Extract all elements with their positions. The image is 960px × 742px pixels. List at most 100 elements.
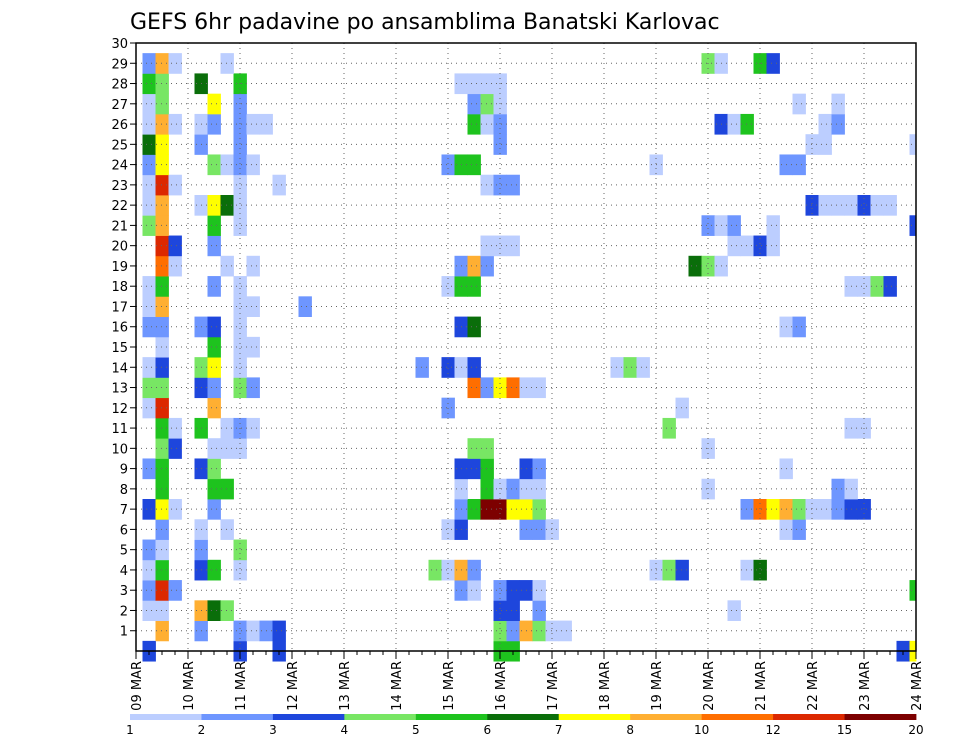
heatmap-cell bbox=[168, 499, 182, 520]
heatmap-cell bbox=[766, 235, 780, 257]
heatmap-cell bbox=[207, 316, 221, 338]
heatmap-cell bbox=[857, 276, 871, 297]
y-tick-label: 12 bbox=[111, 402, 128, 417]
heatmap-cell bbox=[207, 438, 221, 459]
y-tick-label: 17 bbox=[111, 300, 128, 315]
heatmap-cell bbox=[207, 397, 221, 419]
heatmap-cell bbox=[727, 113, 741, 135]
heatmap-cell bbox=[818, 134, 832, 155]
heatmap-cell bbox=[233, 113, 247, 135]
x-tick-label: 23 MAR bbox=[858, 661, 873, 711]
heatmap-cell bbox=[753, 235, 767, 257]
heatmap-cell bbox=[142, 600, 156, 621]
heatmap-cell bbox=[155, 458, 169, 480]
heatmap-cell bbox=[532, 478, 546, 500]
heatmap-cell bbox=[792, 154, 806, 176]
legend-swatch bbox=[415, 714, 488, 720]
heatmap-cell bbox=[168, 255, 182, 277]
heatmap-cell bbox=[168, 53, 182, 74]
heatmap-cell bbox=[246, 154, 260, 176]
heatmap-cell bbox=[727, 215, 741, 236]
x-tick-label: 16 MAR bbox=[494, 661, 509, 711]
heatmap-cell bbox=[805, 134, 819, 155]
legend-swatch bbox=[272, 714, 345, 720]
heatmap-cell bbox=[909, 580, 917, 601]
x-tick-label: 20 MAR bbox=[702, 661, 717, 711]
heatmap-cell bbox=[142, 276, 156, 297]
heatmap-cell bbox=[155, 478, 169, 500]
heatmap-cell bbox=[207, 113, 221, 135]
heatmap-cell bbox=[467, 559, 481, 581]
legend-swatch bbox=[130, 714, 202, 720]
y-axis: 1234567891011121314151617181920212223242… bbox=[111, 37, 136, 640]
heatmap-cell bbox=[142, 499, 156, 520]
heatmap-cell bbox=[467, 357, 481, 378]
heatmap-cell bbox=[233, 276, 247, 297]
x-tick-label: 24 MAR bbox=[910, 661, 925, 711]
y-tick-label: 18 bbox=[111, 280, 128, 295]
legend-label: 6 bbox=[483, 723, 491, 737]
y-tick-label: 26 bbox=[111, 118, 128, 133]
y-tick-label: 21 bbox=[111, 219, 128, 234]
heatmap-cell bbox=[246, 620, 260, 642]
heatmap-cell bbox=[155, 113, 169, 135]
heatmap-cell bbox=[155, 134, 169, 155]
heatmap-cell bbox=[610, 357, 624, 378]
heatmap-cell bbox=[818, 113, 832, 135]
heatmap-cell bbox=[792, 93, 806, 115]
heatmap-cell bbox=[155, 73, 169, 95]
heatmap-cell bbox=[636, 357, 650, 378]
heatmap-cell bbox=[142, 113, 156, 135]
heatmap-cell bbox=[753, 499, 767, 520]
heatmap-cell bbox=[467, 316, 481, 338]
heatmap-cell bbox=[142, 316, 156, 338]
heatmap-cell bbox=[480, 73, 494, 95]
heatmap-cell bbox=[792, 316, 806, 338]
heatmap-cell bbox=[831, 478, 845, 500]
heatmap-cell bbox=[233, 539, 247, 561]
legend-swatch bbox=[344, 714, 417, 720]
heatmap-cell bbox=[155, 417, 169, 439]
y-tick-label: 27 bbox=[111, 98, 128, 113]
heatmap-cell bbox=[909, 134, 917, 155]
heatmap-cell bbox=[428, 559, 442, 581]
heatmap-cell bbox=[207, 93, 221, 115]
heatmap-cell bbox=[506, 580, 520, 601]
heatmap-cell bbox=[142, 154, 156, 176]
heatmap-cell bbox=[233, 316, 247, 338]
heatmap-cell bbox=[701, 478, 715, 500]
heatmap-cell bbox=[792, 519, 806, 540]
heatmap-cell bbox=[207, 336, 221, 358]
heatmap-cell bbox=[155, 600, 169, 621]
heatmap-cell bbox=[220, 519, 234, 540]
heatmap-cell bbox=[480, 438, 494, 459]
heatmap-cell bbox=[766, 53, 780, 74]
heatmap-cell bbox=[727, 235, 741, 257]
heatmap-cell bbox=[688, 255, 702, 277]
heatmap-cell bbox=[506, 377, 520, 399]
heatmap-cell bbox=[766, 499, 780, 520]
heatmap-cell bbox=[818, 499, 832, 520]
legend-swatch bbox=[773, 714, 845, 720]
y-tick-label: 6 bbox=[120, 523, 128, 538]
heatmap-cell bbox=[220, 478, 234, 500]
heatmap-cell bbox=[220, 438, 234, 459]
heatmap-cell bbox=[493, 478, 507, 500]
heatmap-cell bbox=[532, 458, 546, 480]
heatmap-cell bbox=[142, 357, 156, 378]
heatmap-cell bbox=[532, 499, 546, 520]
heatmap-cell bbox=[467, 580, 481, 601]
heatmap-cell bbox=[506, 600, 520, 621]
heatmap-cell bbox=[155, 154, 169, 176]
legend-label: 5 bbox=[412, 723, 420, 737]
grid-lines bbox=[136, 43, 916, 651]
heatmap-cell bbox=[415, 357, 429, 378]
heatmap-cell bbox=[467, 377, 481, 399]
heatmap-cell bbox=[532, 519, 546, 540]
heatmap-cell bbox=[506, 174, 520, 196]
heatmap-cell bbox=[662, 559, 676, 581]
heatmap-cell bbox=[233, 174, 247, 196]
heatmap-cell bbox=[467, 458, 481, 480]
heatmap-cell bbox=[493, 134, 507, 155]
legend-label: 1 bbox=[126, 723, 134, 737]
